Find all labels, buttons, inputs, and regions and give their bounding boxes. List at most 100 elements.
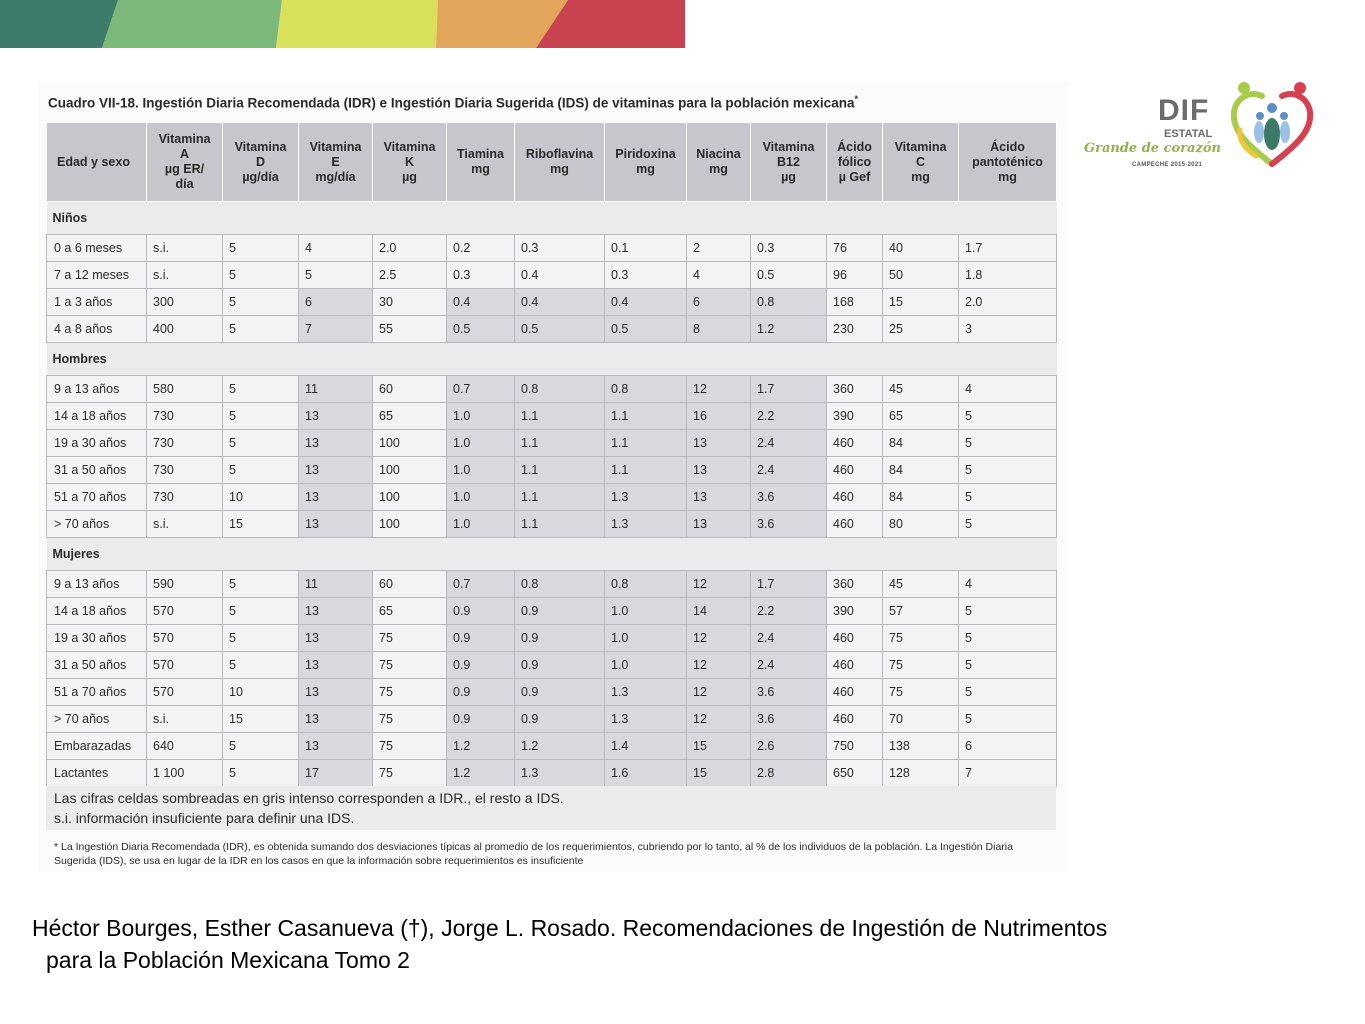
- table-cell: 80: [882, 510, 959, 538]
- table-cell: 460: [826, 624, 883, 652]
- table-cell: 2.4: [750, 624, 827, 652]
- table-cell: 0.9: [446, 705, 515, 733]
- table-cell: 230: [826, 315, 883, 343]
- row-label: 31 a 50 años: [46, 456, 147, 484]
- table-cell: 640: [146, 732, 223, 760]
- table-cell: 1.0: [604, 624, 687, 652]
- table-cell: 2.0: [372, 234, 447, 262]
- table-cell: 100: [372, 456, 447, 484]
- table-cell: 12: [686, 705, 751, 733]
- table-cell: 65: [372, 597, 447, 625]
- row-label: 0 a 6 meses: [46, 234, 147, 262]
- table-cell: 0.9: [514, 651, 605, 679]
- table-cell: 0.9: [514, 705, 605, 733]
- table-cell: 3: [958, 315, 1057, 343]
- table-cell: 0.8: [514, 570, 605, 598]
- table-row: > 70 años s.i. 15 13 75 0.9 0.9 1.3 12 3.6 460 70 5: [46, 705, 1057, 733]
- table-cell: 4: [686, 261, 751, 289]
- column-header: Vitamina B12 µg: [750, 122, 827, 202]
- table-cell: 5: [958, 651, 1057, 679]
- table-cell: 5: [958, 402, 1057, 430]
- table-cell: 1.1: [514, 510, 605, 538]
- row-label: 51 a 70 años: [46, 678, 147, 706]
- table-cell: 5: [222, 429, 299, 457]
- table-cell: 55: [372, 315, 447, 343]
- table-cell: 168: [826, 288, 883, 316]
- table-cell: 1.3: [604, 705, 687, 733]
- banner-segment-4: [436, 0, 568, 48]
- table-cell: 15: [686, 732, 751, 760]
- table-cell: 45: [882, 570, 959, 598]
- column-header: Vitamina D µg/día: [222, 122, 299, 202]
- row-label: 9 a 13 años: [46, 375, 147, 403]
- table-cell: 30: [372, 288, 447, 316]
- column-header: Ácido pantoténico mg: [958, 122, 1057, 202]
- table-cell: 40: [882, 234, 959, 262]
- table-cell: 84: [882, 456, 959, 484]
- table-cell: 65: [372, 402, 447, 430]
- table-cell: 2.2: [750, 402, 827, 430]
- table-cell: 570: [146, 678, 223, 706]
- table-cell: 0.4: [446, 288, 515, 316]
- table-row: 31 a 50 años 570 5 13 75 0.9 0.9 1.0 12 2.4 460 75 5: [46, 651, 1057, 679]
- table-cell: 5: [222, 759, 299, 787]
- table-cell: 13: [298, 678, 373, 706]
- table-cell: 0.7: [446, 375, 515, 403]
- table-row: 1 a 3 años 300 5 6 30 0.4 0.4 0.4 6 0.8 168 15 2.0: [46, 288, 1057, 316]
- logo-subtitle: ESTATAL: [1164, 128, 1213, 140]
- table-cell: 15: [222, 510, 299, 538]
- table-cell: 0.9: [446, 624, 515, 652]
- table-cell: 13: [298, 705, 373, 733]
- table-cell: 0.3: [604, 261, 687, 289]
- table-cell: 730: [146, 483, 223, 511]
- table-cell: 5: [958, 678, 1057, 706]
- table-cell: 5: [222, 651, 299, 679]
- table-cell: 390: [826, 597, 883, 625]
- table-cell: 730: [146, 402, 223, 430]
- table-cell: 2.4: [750, 456, 827, 484]
- top-color-banner: [0, 0, 685, 48]
- table-cell: 13: [686, 429, 751, 457]
- table-cell: 128: [882, 759, 959, 787]
- table-cell: 1.1: [604, 429, 687, 457]
- table-cell: 1.1: [604, 402, 687, 430]
- table-cell: 360: [826, 570, 883, 598]
- table-cell: 13: [298, 597, 373, 625]
- table-cell: 13: [686, 510, 751, 538]
- table-cell: 1.0: [446, 483, 515, 511]
- table-cell: 5: [222, 288, 299, 316]
- table-cell: 5: [958, 483, 1057, 511]
- table-cell: 0.9: [514, 678, 605, 706]
- table-cell: 13: [686, 483, 751, 511]
- table-cell: 13: [298, 429, 373, 457]
- table-cell: 1.2: [446, 732, 515, 760]
- banner-segment-3: [276, 0, 438, 48]
- table-cell: 460: [826, 651, 883, 679]
- table-cell: 1.1: [514, 456, 605, 484]
- table-cell: 13: [686, 456, 751, 484]
- table-cell: 75: [372, 705, 447, 733]
- table-cell: 1.1: [604, 456, 687, 484]
- section-row: Niños: [46, 201, 1057, 235]
- table-cell: 0.9: [514, 624, 605, 652]
- table-cell: 100: [372, 429, 447, 457]
- table-cell: 1.0: [446, 510, 515, 538]
- table-cell: 5: [298, 261, 373, 289]
- table-cell: 1.0: [446, 456, 515, 484]
- table-cell: 8: [686, 315, 751, 343]
- table-cell: 76: [826, 234, 883, 262]
- table-cell: 75: [372, 624, 447, 652]
- table-cell: 730: [146, 429, 223, 457]
- column-header: Piridoxina mg: [604, 122, 687, 202]
- table-cell: 460: [826, 510, 883, 538]
- table-cell: 65: [882, 402, 959, 430]
- table-row: 9 a 13 años 580 5 11 60 0.7 0.8 0.8 12 1.7 360 45 4: [46, 375, 1057, 403]
- table-cell: 15: [686, 759, 751, 787]
- table-header-row: Edad y sexo Vitamina A µg ER/ día Vitamina…: [46, 122, 1057, 202]
- table-cell: 5: [958, 705, 1057, 733]
- table-cell: 1.3: [604, 678, 687, 706]
- table-cell: 3.6: [750, 705, 827, 733]
- table-cell: 75: [372, 678, 447, 706]
- table-cell: 13: [298, 651, 373, 679]
- table-cell: 13: [298, 402, 373, 430]
